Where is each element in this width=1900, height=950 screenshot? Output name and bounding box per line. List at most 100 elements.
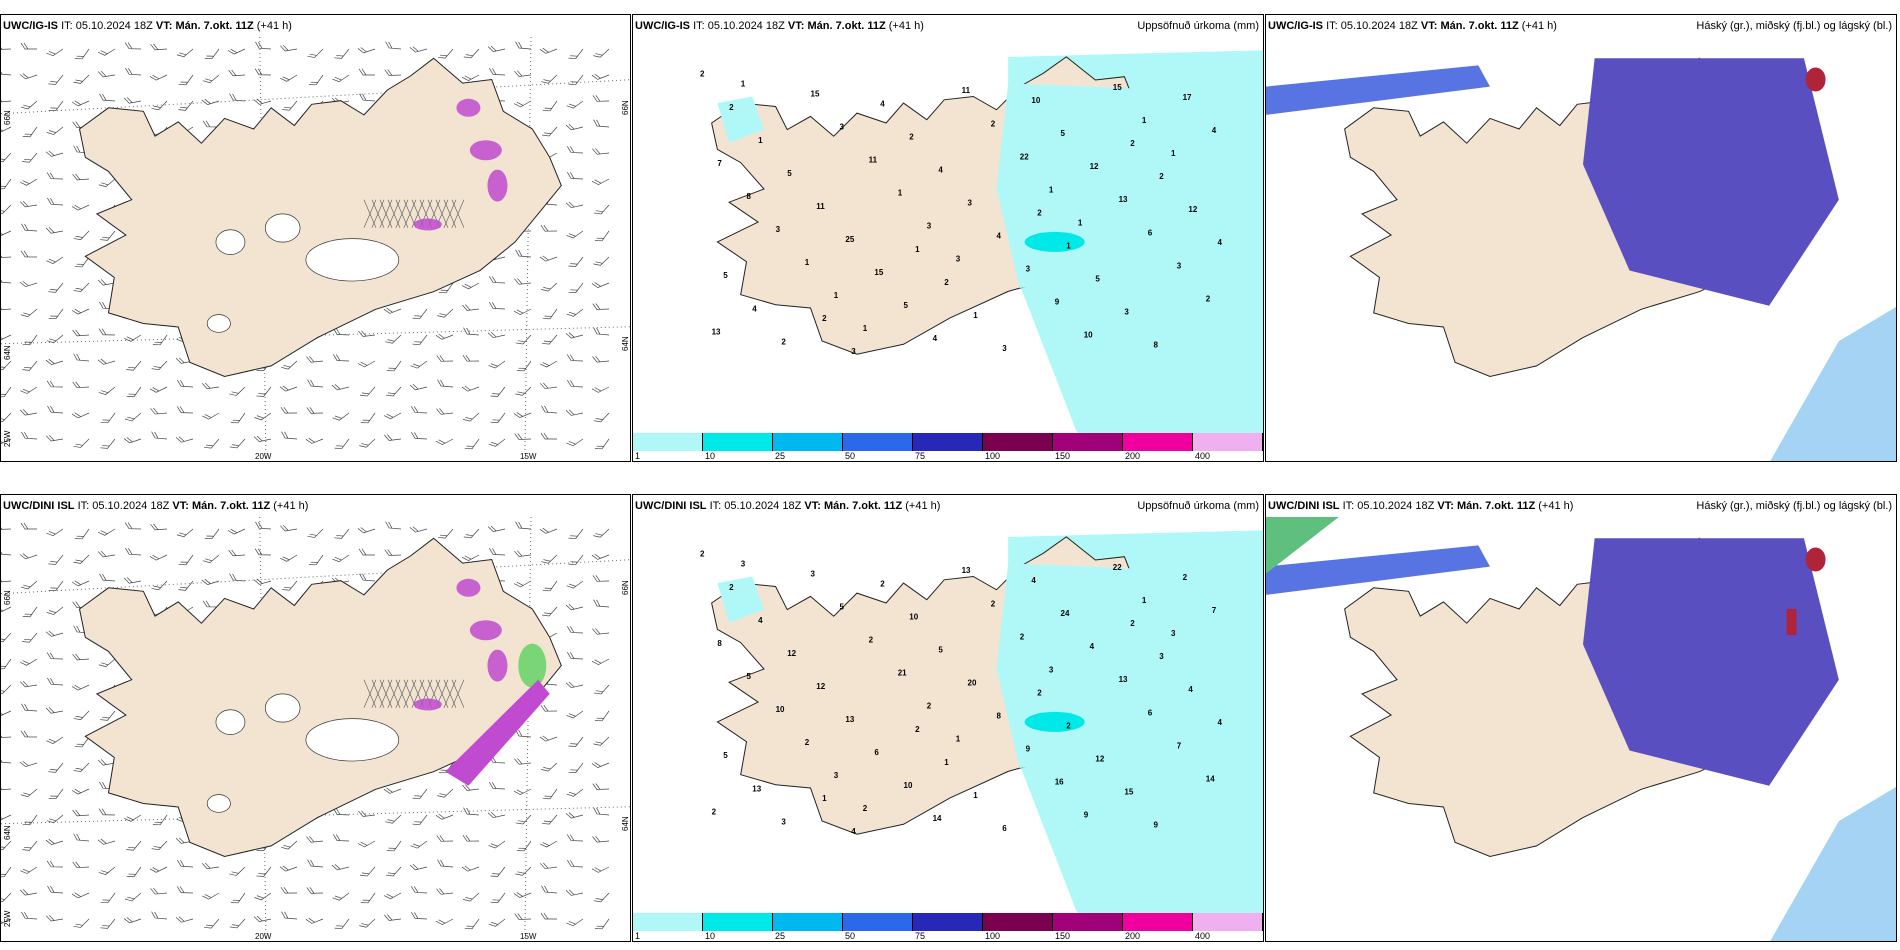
precip-value-label: 2	[1066, 722, 1071, 731]
panel-header: UWC/IG-IS IT: 05.10.2024 18Z VT: Mán. 7.…	[3, 20, 292, 32]
precip-value-label: 1	[1171, 149, 1176, 158]
colorbar-swatch	[703, 913, 773, 931]
precip-value-label: 8	[997, 712, 1002, 721]
precip-value-label: 6	[1002, 824, 1007, 833]
precip-value-label: 2	[909, 133, 914, 142]
cloud-map	[1266, 517, 1896, 941]
precip-value-label: 17	[1183, 93, 1192, 102]
precip-values: 2221221342414212126410151245591324132026…	[700, 550, 1223, 837]
precip-value-label: 4	[1212, 126, 1217, 135]
colorbar-label: 400	[1195, 931, 1211, 941]
precip-value-label: 2	[822, 314, 827, 323]
precip-value-label: 5	[1061, 129, 1066, 138]
precip-value-label: 3	[1049, 665, 1054, 674]
lat-label-66n: 66N	[3, 590, 12, 605]
icing-band	[445, 679, 550, 786]
colorbar-swatch	[773, 433, 843, 451]
precip-value-label: 7	[717, 159, 722, 168]
precip-value-label: 22	[1113, 563, 1122, 572]
precip-value-label: 2	[1037, 209, 1042, 218]
precip-colorbar: 1 10 25 50 75 100 150 200 400	[633, 433, 1263, 461]
precip-value-label: 1	[898, 189, 903, 198]
precip-value-label: 6	[1148, 708, 1153, 717]
precip-value-label: 3	[776, 225, 781, 234]
precip-value-label: 2	[729, 103, 734, 112]
precip-value-label: 11	[816, 202, 825, 211]
iceland-cloud-map	[1266, 57, 1896, 461]
precip-value-label: 1	[1142, 116, 1147, 125]
panel-header: UWC/DINI ISL IT: 05.10.2024 18Z VT: Mán.…	[1266, 495, 1896, 517]
precip-value-label: 1	[758, 136, 763, 145]
iceland-precip-map: 2221221342414212126410151245591324132026…	[700, 530, 1263, 915]
glaciers	[206, 693, 400, 813]
precip-value-label: 16	[1055, 778, 1064, 787]
precip-value-label: 13	[752, 784, 761, 793]
colorbar-swatch	[633, 913, 703, 931]
precip-value-label: 10	[904, 781, 913, 790]
precip-max	[1024, 231, 1085, 252]
precip-value-label: 5	[723, 751, 728, 760]
precip-value-label: 13	[845, 715, 854, 724]
precip-value-label: 6	[874, 748, 879, 757]
precip-colorbar: 1 10 25 50 75 100 150 200 400	[633, 913, 1263, 941]
colorbar-swatch	[633, 433, 703, 451]
precip-value-label: 8	[1154, 341, 1159, 350]
precip-value-label: 3	[956, 255, 961, 264]
colorbar-label: 400	[1195, 451, 1211, 461]
precip-max	[1024, 711, 1085, 732]
precip-value-label: 3	[834, 771, 839, 780]
precip-value-label: 3	[1124, 308, 1129, 317]
precip-value-label: 3	[840, 123, 845, 132]
precip-value-label: 11	[962, 86, 971, 95]
precip-value-label: 3	[1177, 261, 1182, 270]
colorbar-label: 100	[985, 451, 1001, 461]
panel-header: UWC/DINI ISL IT: 05.10.2024 18Z VT: Mán.…	[3, 500, 309, 512]
precip-value-label: 5	[1095, 275, 1100, 284]
precip-value-label: 1	[1142, 596, 1147, 605]
colorbar-label: 1	[635, 451, 641, 461]
precip-value-label: 1	[1066, 242, 1071, 251]
precip-value-label: 14	[933, 814, 942, 823]
precip-value-label: 4	[752, 304, 757, 313]
colorbar-swatch	[913, 913, 983, 931]
colorbar-label: 75	[915, 931, 926, 941]
colorbar-swatch	[1193, 433, 1263, 451]
precip-value-label: 2	[863, 804, 868, 813]
lat-label-64n: 64N	[3, 825, 12, 840]
lat-label-25w: 25W	[3, 910, 12, 927]
precip-value-label: 15	[1113, 83, 1122, 92]
precip-value-label: 24	[1061, 609, 1070, 618]
precip-value-label: 1	[973, 791, 978, 800]
precip-value-label: 2	[1037, 689, 1042, 698]
colorbar-swatch	[1123, 913, 1193, 931]
wind-map	[1, 517, 630, 941]
precip-value-label: 9	[1026, 745, 1031, 754]
panel-header: UWC/IG-IS IT: 05.10.2024 18Z VT: Mán. 7.…	[633, 15, 1263, 37]
colorbar-swatch	[983, 913, 1053, 931]
precip-value-label: 2	[869, 636, 874, 645]
precip-area-west	[717, 96, 764, 143]
precip-value-label: 1	[956, 735, 961, 744]
precip-value-label: 5	[840, 603, 845, 612]
precip-value-label: 2	[781, 337, 786, 346]
precip-value-label: 13	[712, 327, 721, 336]
lat-label-25w: 25W	[3, 430, 12, 447]
precip-value-label: 11	[869, 156, 878, 165]
precip-value-label: 5	[904, 301, 909, 310]
precip-value-label: 3	[1171, 629, 1176, 638]
panel-header: UWC/IG-IS IT: 05.10.2024 18Z VT: Mán. 7.…	[1266, 15, 1896, 37]
precip-value-label: 3	[781, 817, 786, 826]
precip-value-label: 2	[991, 599, 996, 608]
precip-value-label: 1	[973, 311, 978, 320]
precip-value-label: 14	[1206, 774, 1215, 783]
precip-value-label: 3	[927, 222, 932, 231]
precip-value-label: 10	[776, 705, 785, 714]
icing-areas	[413, 578, 508, 711]
lon-label-20w: 20W	[255, 452, 272, 461]
longitude-line	[524, 37, 532, 461]
precip-value-label: 4	[758, 616, 763, 625]
precip-value-label: 10	[1084, 331, 1093, 340]
precip-value-label: 2	[700, 550, 705, 559]
precip-value-label: 3	[968, 199, 973, 208]
precip-value-label: 5	[787, 169, 792, 178]
